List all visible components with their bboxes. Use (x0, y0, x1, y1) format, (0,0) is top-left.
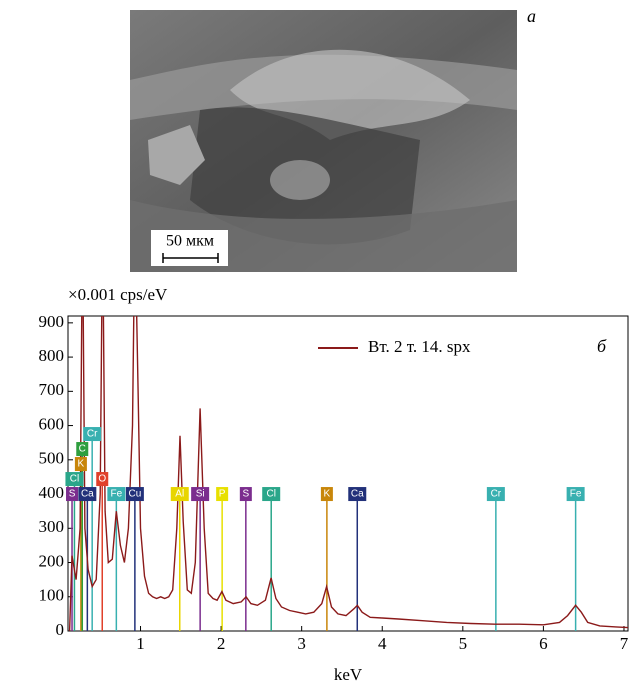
legend-label: Вт. 2 т. 14. spx (368, 337, 471, 356)
element-tag (78, 487, 97, 502)
panel-label: а (527, 6, 536, 26)
element-label: Cl (70, 474, 79, 485)
y-tick-label: 800 (39, 346, 65, 365)
element-tag (66, 487, 79, 502)
element-tag (65, 472, 84, 487)
element-label: Fe (111, 489, 123, 500)
y-tick-label: 600 (39, 414, 65, 433)
element-label: Cl (266, 489, 275, 500)
element-label: Ca (81, 489, 94, 500)
element-label: Ca (351, 489, 364, 500)
element-label: C (79, 444, 86, 455)
sem-image: 50 мкм (130, 10, 517, 272)
x-tick-label: 5 (459, 634, 468, 653)
element-label: S (69, 489, 76, 500)
y-axis-label: ×0.001 cps/eV (68, 285, 168, 304)
element-label: K (78, 459, 85, 470)
x-tick-label: 3 (297, 634, 306, 653)
y-tick-label: 500 (39, 449, 65, 468)
element-tag (239, 487, 252, 502)
x-tick-label: 6 (539, 634, 548, 653)
element-tag (566, 487, 585, 502)
element-tag (74, 457, 87, 472)
element-label: Cu (128, 489, 141, 500)
element-tag (96, 472, 109, 487)
plot-frame (67, 315, 629, 632)
element-label: Al (175, 489, 184, 500)
element-tag (76, 442, 89, 457)
element-tag (348, 487, 367, 502)
element-tag (191, 487, 210, 502)
element-tag (262, 487, 281, 502)
element-tag (83, 427, 102, 442)
x-axis-label: keV (334, 665, 363, 684)
element-label: O (98, 474, 106, 485)
plot-area (68, 316, 628, 631)
element-tag (486, 487, 505, 502)
element-label: Fe (570, 489, 582, 500)
y-tick-label: 100 (39, 586, 65, 605)
x-tick-label: 1 (136, 634, 145, 653)
element-tag (125, 487, 144, 502)
y-tick-label: 700 (39, 380, 65, 399)
element-tag (216, 487, 229, 502)
element-tag (107, 487, 126, 502)
y-tick-label: 200 (39, 551, 65, 570)
element-label: S (242, 489, 249, 500)
element-tag (320, 487, 333, 502)
element-label: Cr (87, 429, 98, 440)
element-label: P (219, 489, 226, 500)
element-label: Si (196, 489, 205, 500)
scale-bar-label: 50 мкм (166, 233, 214, 250)
x-tick-label: 7 (620, 634, 629, 653)
spectrum-line (68, 316, 628, 631)
x-tick-label: 4 (378, 634, 387, 653)
y-tick-label: 0 (56, 620, 65, 639)
y-tick-label: 300 (39, 517, 65, 536)
y-tick-label: 400 (39, 483, 65, 502)
x-tick-label: 2 (217, 634, 226, 653)
element-label: K (324, 489, 331, 500)
element-label: Cr (491, 489, 502, 500)
element-tag (170, 487, 189, 502)
panel-label: б (597, 336, 607, 356)
y-tick-label: 900 (39, 312, 65, 331)
